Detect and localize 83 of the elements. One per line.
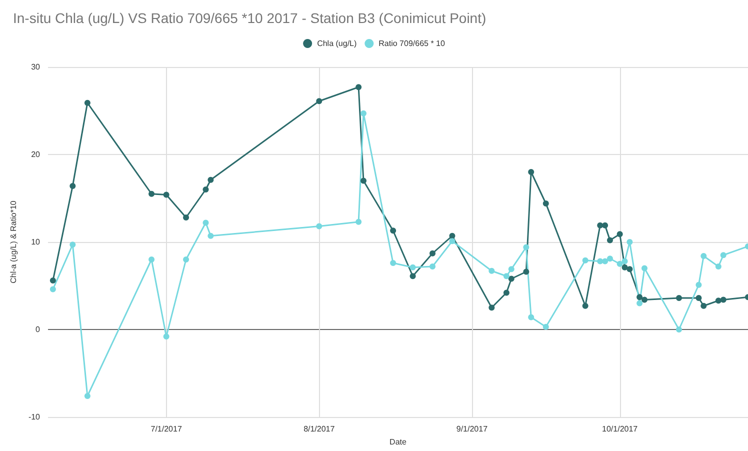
point xyxy=(148,256,155,262)
point xyxy=(641,296,648,303)
point xyxy=(148,190,155,197)
point xyxy=(430,264,436,270)
point xyxy=(636,300,643,306)
y-tick-label: 20 xyxy=(31,150,41,159)
point xyxy=(715,298,722,304)
point xyxy=(360,178,366,184)
point xyxy=(410,264,416,270)
point xyxy=(523,268,530,275)
point xyxy=(542,324,549,330)
point xyxy=(163,334,170,340)
point xyxy=(582,257,588,264)
point xyxy=(316,98,322,104)
point xyxy=(356,84,362,90)
x-tick-label: 8/1/2017 xyxy=(304,424,336,434)
point xyxy=(523,244,530,250)
y-axis-title: Chl-a (ug/L) & Ratio*10 xyxy=(9,200,18,284)
point xyxy=(202,186,209,192)
point xyxy=(700,253,707,259)
point xyxy=(503,273,510,280)
point xyxy=(696,295,702,301)
point xyxy=(720,296,726,303)
chart-title: In-situ Chla (ug/L) VS Ratio 709/665 *10 2017 - Station B3 (Conimicut Point) xyxy=(13,10,486,26)
point xyxy=(597,222,604,228)
point xyxy=(696,282,702,288)
y-tick-label: -10 xyxy=(28,412,41,422)
y-tick-label: 10 xyxy=(31,238,41,246)
point xyxy=(316,223,322,230)
point xyxy=(208,176,214,183)
y-tick-label: 30 xyxy=(31,62,41,72)
legend-label: Chla (ug/L) xyxy=(317,39,357,48)
y-tick-label: 0 xyxy=(36,325,41,334)
point xyxy=(528,169,534,175)
point xyxy=(208,232,214,239)
point xyxy=(602,222,608,228)
point xyxy=(616,231,623,238)
point xyxy=(626,239,633,245)
point xyxy=(356,218,362,225)
point xyxy=(715,264,722,270)
x-tick-label: 9/1/2017 xyxy=(456,424,488,434)
x-tick-label: 7/1/2017 xyxy=(150,424,182,434)
point xyxy=(488,304,495,311)
point xyxy=(616,260,623,267)
point xyxy=(360,110,366,116)
point xyxy=(606,256,613,262)
point xyxy=(582,302,588,309)
point xyxy=(183,256,190,262)
point xyxy=(528,314,534,320)
point xyxy=(70,242,76,248)
point xyxy=(449,232,456,239)
point xyxy=(84,393,90,399)
point xyxy=(700,302,707,309)
point xyxy=(503,290,510,296)
point xyxy=(641,265,648,272)
point xyxy=(430,250,436,256)
point xyxy=(410,273,416,280)
point xyxy=(720,252,726,258)
point xyxy=(626,266,633,272)
point xyxy=(542,200,549,206)
point xyxy=(50,278,56,284)
point xyxy=(390,260,396,266)
x-tick-label: 10/1/2017 xyxy=(602,424,638,434)
point xyxy=(163,192,170,198)
point xyxy=(622,264,628,270)
point xyxy=(202,220,209,226)
point xyxy=(488,268,495,274)
point xyxy=(602,258,608,264)
point xyxy=(676,295,682,301)
point xyxy=(508,276,514,282)
x-axis-title: Date xyxy=(390,437,407,446)
point xyxy=(622,258,628,264)
point xyxy=(183,214,190,220)
point xyxy=(84,100,90,106)
point xyxy=(449,238,456,244)
point xyxy=(390,228,396,234)
point xyxy=(636,294,643,300)
legend-label: Ratio 709/665 * 10 xyxy=(378,39,446,48)
point xyxy=(508,266,514,272)
point xyxy=(70,183,76,189)
point xyxy=(676,326,682,332)
point xyxy=(606,237,613,244)
point xyxy=(50,286,56,292)
